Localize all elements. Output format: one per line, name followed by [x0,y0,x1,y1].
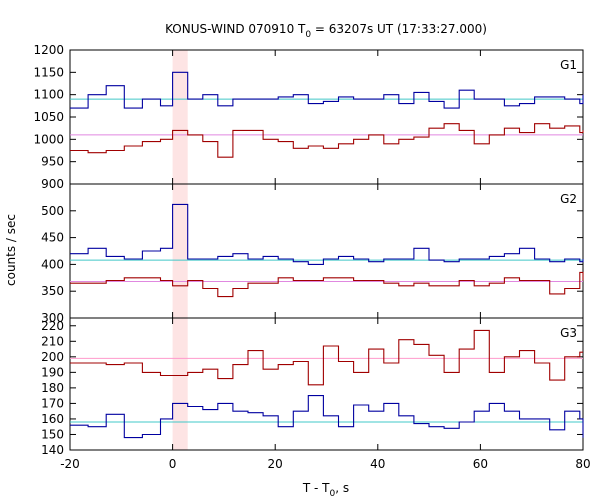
y-tick-label: 300 [41,311,64,325]
y-tick-label: 450 [41,231,64,245]
x-tick-label: 60 [473,457,488,471]
x-axis-label-rest: , s [335,481,349,495]
y-tick-label: 140 [41,443,64,457]
y-tick-label: 1100 [33,88,64,102]
x-tick-label: -20 [60,457,80,471]
y-tick-label: 350 [41,284,64,298]
chart-title: KONUS-WIND 070910 T0 = 63207s UT (17:33:… [165,22,487,40]
x-tick-label: 20 [268,457,283,471]
y-tick-label: 1000 [33,132,64,146]
chart-title-subscript: 0 [305,30,311,40]
panel-label: G1 [560,58,577,72]
x-axis-label-main: T - T [302,481,330,495]
y-tick-label: 200 [41,350,64,364]
panel-label: G3 [560,326,577,340]
light-curve-series-1 [70,329,583,386]
chart-title-rest: = 63207s UT (17:33:27.000) [311,22,487,36]
y-tick-label: 400 [41,257,64,271]
light-curve-series-0 [70,71,584,109]
panel-g2: 300 350 400 450 500 G2 [41,183,584,325]
y-tick-label: 1050 [33,110,64,124]
y-tick-label: 900 [41,177,64,191]
panel-frame [69,49,584,185]
panel-label: G2 [560,192,577,206]
light-curve-series-0 [70,203,584,265]
y-tick-label: 180 [41,381,64,395]
light-curve-series-0 [70,395,584,439]
y-axis-label: counts / sec [4,214,18,286]
x-tick-label: 80 [575,457,590,471]
plot-area: 90095010001050110011501200G1300350400450… [33,43,590,471]
y-tick-label: 210 [41,334,64,348]
x-tick-label: 40 [370,457,385,471]
y-tick-label: 160 [41,412,64,426]
y-tick-label: 1200 [33,43,64,57]
y-tick-label: 190 [41,365,64,379]
panel-g1: 900 950 1000 1050 1100 1150 1200 G1 [33,43,584,191]
y-tick-label: 170 [41,396,64,410]
y-tick-label: 150 [41,427,64,441]
y-tick-label: 500 [41,204,64,218]
y-tick-label: 1150 [33,65,64,79]
x-tick-label: 0 [169,457,177,471]
panel-frame [69,317,584,451]
light-curve-series-1 [70,271,584,298]
light-curve-series-1 [70,123,584,158]
highlight-band [172,50,188,450]
chart-title-main: KONUS-WIND 070910 T [165,22,306,36]
x-axis-label: T - T0, s [302,481,349,499]
y-tick-label: 220 [41,319,64,333]
x-axis-label-subscript: 0 [330,489,336,499]
y-tick-label: 950 [41,155,64,169]
